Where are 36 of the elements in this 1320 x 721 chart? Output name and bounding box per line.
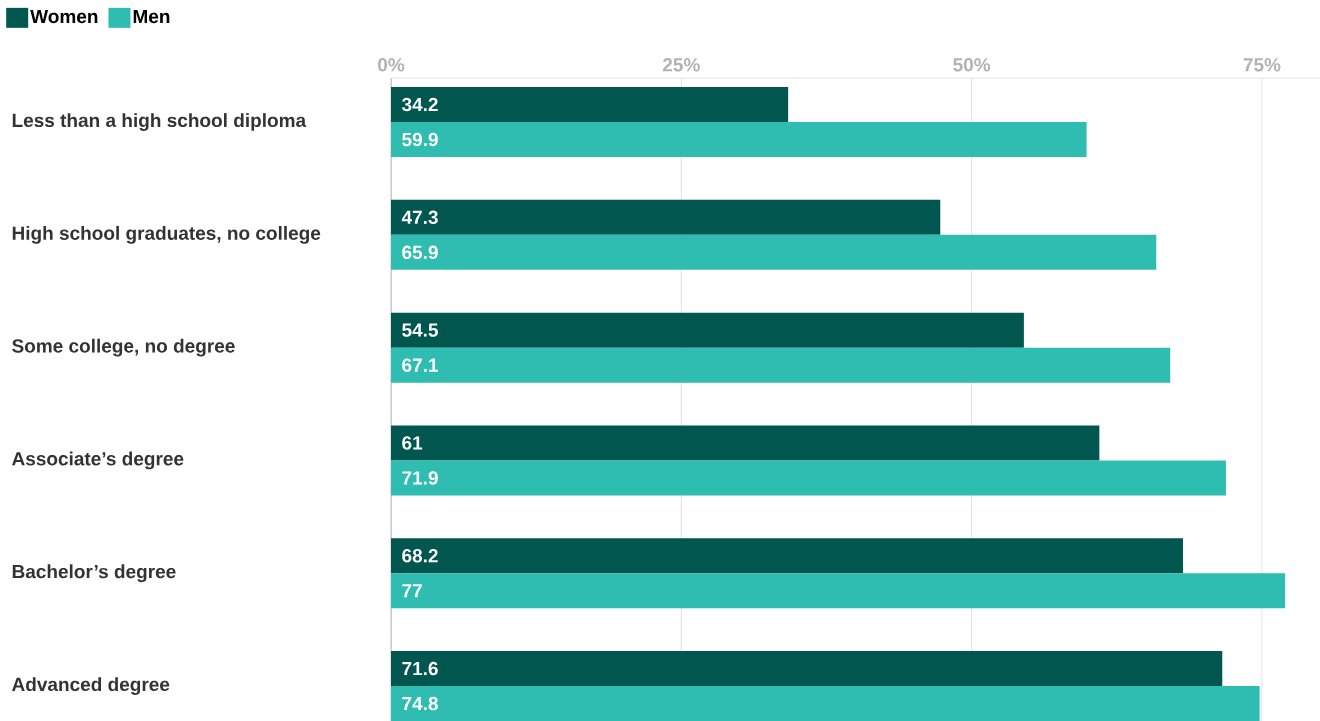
y-tick-label: Less than a high school diploma — [12, 113, 307, 131]
legend-label: Men — [133, 9, 170, 24]
y-tick-label: Bachelor’s degree — [12, 564, 176, 583]
bar — [391, 460, 1226, 496]
bar — [391, 234, 1157, 270]
data-label: 34.2 — [401, 97, 438, 112]
bar — [391, 122, 1087, 158]
x-tick-label: 75% — [1243, 58, 1281, 72]
bar — [391, 425, 1100, 461]
bar — [391, 573, 1286, 609]
data-label: 61 — [402, 436, 423, 450]
data-label: 68.2 — [402, 549, 438, 563]
bar — [391, 87, 789, 123]
y-tick-label: Associate’s degree — [12, 451, 184, 470]
bar — [391, 347, 1171, 383]
bar — [391, 199, 941, 235]
data-label: 67.1 — [402, 358, 438, 372]
bar — [391, 651, 1223, 687]
y-tick-label: Some college, no degree — [12, 338, 235, 357]
data-label: 74.8 — [402, 696, 438, 711]
y-tick-label: High school graduates, no college — [12, 225, 321, 244]
bar — [391, 312, 1024, 348]
legend-label: Women — [30, 9, 98, 24]
x-tick-label: 25% — [662, 58, 700, 72]
bar — [391, 686, 1260, 721]
data-label: 47.3 — [401, 210, 438, 225]
bar — [391, 538, 1183, 574]
data-label: 71.6 — [402, 661, 438, 676]
data-label: 54.5 — [402, 323, 438, 337]
data-label: 77 — [402, 584, 422, 598]
x-tick-label: 0% — [378, 58, 405, 72]
data-label: 65.9 — [402, 245, 438, 260]
y-tick-label: Advanced degree — [12, 677, 170, 695]
data-label: 71.9 — [402, 471, 438, 485]
data-label: 59.9 — [402, 132, 438, 147]
x-tick-label: 50% — [953, 58, 991, 72]
